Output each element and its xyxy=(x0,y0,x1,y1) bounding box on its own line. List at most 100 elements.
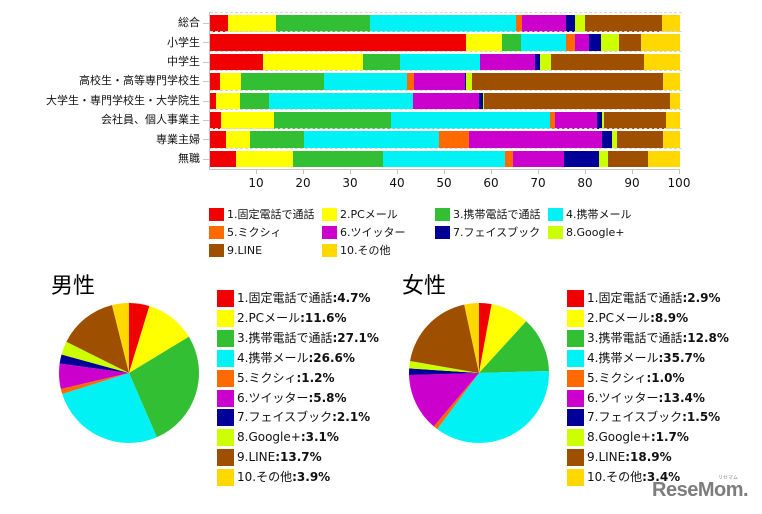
bar-segment xyxy=(324,73,407,90)
category-label: 大学生・専門学校生・大学院生 xyxy=(46,93,200,107)
pie-slice xyxy=(59,363,129,389)
legend-label: 8.Google+ xyxy=(587,430,651,445)
bar-segment xyxy=(608,150,648,168)
legend-separator: : xyxy=(650,310,655,325)
legend-label: 10.その他 xyxy=(340,243,391,257)
bar-segment xyxy=(241,73,325,90)
bar-segment xyxy=(210,53,263,71)
legend-swatch xyxy=(217,389,234,407)
pie-legend-item: 2.PCメール:8.9% xyxy=(567,309,688,327)
pie-title-female: 女性 xyxy=(402,274,447,299)
legend-separator: : xyxy=(658,390,664,405)
legend-label: 6.ツイッター xyxy=(340,225,406,239)
bar-segment xyxy=(466,73,472,90)
legend-separator: : xyxy=(650,430,656,445)
x-tick-mark xyxy=(256,169,257,174)
category-tick xyxy=(203,158,209,160)
legend-value: 1.0% xyxy=(651,370,685,385)
bar-segment xyxy=(479,53,535,71)
bar-segment xyxy=(413,92,479,110)
pie-legend-item: 10.その他:3.4% xyxy=(567,469,680,487)
bar-segment xyxy=(644,53,680,71)
category-tick xyxy=(203,81,209,83)
legend-label: 9.LINE xyxy=(227,243,263,257)
pie-legend-item: 4.携帯メール:35.7% xyxy=(567,349,705,367)
pie-legend-item: 1.固定電話で通話:4.7% xyxy=(217,290,371,307)
legend-separator: : xyxy=(308,390,314,405)
stacked-bar xyxy=(210,150,680,168)
legend-item: 1.固定電話で通話 xyxy=(209,207,315,221)
female-pie xyxy=(409,303,549,443)
legend-label: 2.PCメール xyxy=(340,207,398,221)
legend-separator: : xyxy=(658,350,664,365)
bar-segment xyxy=(663,73,680,90)
pie-legend-item: 9.LINE:18.9% xyxy=(567,449,672,467)
legend-label: 8.Google+ xyxy=(566,225,625,239)
pie-legend-item: 5.ミクシィ:1.0% xyxy=(567,369,685,387)
bar-segment xyxy=(601,131,612,148)
legend-swatch xyxy=(217,429,234,447)
legend-label: 4.携帯メール xyxy=(587,350,659,365)
pie-slice xyxy=(433,373,479,430)
pie-slice xyxy=(59,354,129,373)
bar-segment xyxy=(602,112,605,129)
watermark-ruby: リセマム xyxy=(718,475,739,481)
female-pie-legend: 1.固定電話で通話:2.9% 2.PCメール:8.9% 3.携帯電話で通話:12.8… xyxy=(567,290,757,490)
bar-segment xyxy=(501,34,522,51)
x-tick-label: 20 xyxy=(295,176,311,190)
legend-separator: : xyxy=(682,291,688,305)
legend-label: 10.その他 xyxy=(237,470,293,485)
pie-slice xyxy=(60,373,129,395)
pie-legend-item: 4.携帯メール:26.6% xyxy=(217,349,355,367)
pie-slice xyxy=(61,341,129,373)
legend-value: 1.5% xyxy=(686,410,721,425)
bar-segment xyxy=(611,131,617,148)
category-tick xyxy=(203,42,209,44)
legend-separator: : xyxy=(292,470,297,485)
legend-separator: : xyxy=(308,350,314,365)
legend-swatch xyxy=(567,329,584,347)
legend-swatch xyxy=(217,349,234,367)
pie-legend-item: 8.Google+:3.1% xyxy=(217,429,339,447)
bar-segment xyxy=(589,34,601,51)
legend-swatch xyxy=(209,207,224,221)
x-tick-mark xyxy=(585,169,586,174)
legend-swatch xyxy=(322,225,337,239)
legend-separator: : xyxy=(332,410,337,425)
bar-segment xyxy=(406,73,415,90)
legend-swatch xyxy=(217,409,234,427)
legend-separator: : xyxy=(332,330,338,345)
gridline xyxy=(210,50,682,52)
gridline xyxy=(210,70,682,72)
legend-label: 1.固定電話で通話 xyxy=(227,207,315,221)
bar-segment xyxy=(220,112,275,129)
bar-segment xyxy=(262,53,364,71)
legend-swatch xyxy=(567,449,584,467)
category-label: 無職 xyxy=(178,152,200,166)
stacked-bar-chart: 総合 小学生 中学生 高校生・高等専門学校生 大学生・専門学校生・大学院生 会社員、個人事… xyxy=(0,0,762,195)
bar-segment xyxy=(466,34,502,51)
bar-segment xyxy=(383,150,506,168)
bar-segment xyxy=(555,112,597,129)
bar-segment xyxy=(235,150,294,168)
pie-slice xyxy=(409,373,479,427)
pie-slice xyxy=(409,360,479,373)
bar-segment xyxy=(563,150,600,168)
bar-segment xyxy=(521,15,566,32)
bar-segment xyxy=(293,150,384,168)
bar-segment xyxy=(647,150,680,168)
bar-segment xyxy=(616,131,663,148)
legend-separator: : xyxy=(646,370,652,385)
category-tick xyxy=(203,61,209,63)
legend-label: 4.携帯メール xyxy=(237,350,309,365)
x-tick-mark xyxy=(350,169,351,174)
bar-segment xyxy=(604,112,666,129)
pie-legend-item: 7.フェイスブック:2.1% xyxy=(217,409,370,427)
pie-title-male: 男性 xyxy=(51,274,96,299)
bar-segment xyxy=(662,15,680,32)
x-tick-label: 60 xyxy=(483,176,499,190)
x-tick-label: 30 xyxy=(342,176,358,190)
legend-swatch xyxy=(567,409,584,427)
bar-segment xyxy=(574,15,586,32)
